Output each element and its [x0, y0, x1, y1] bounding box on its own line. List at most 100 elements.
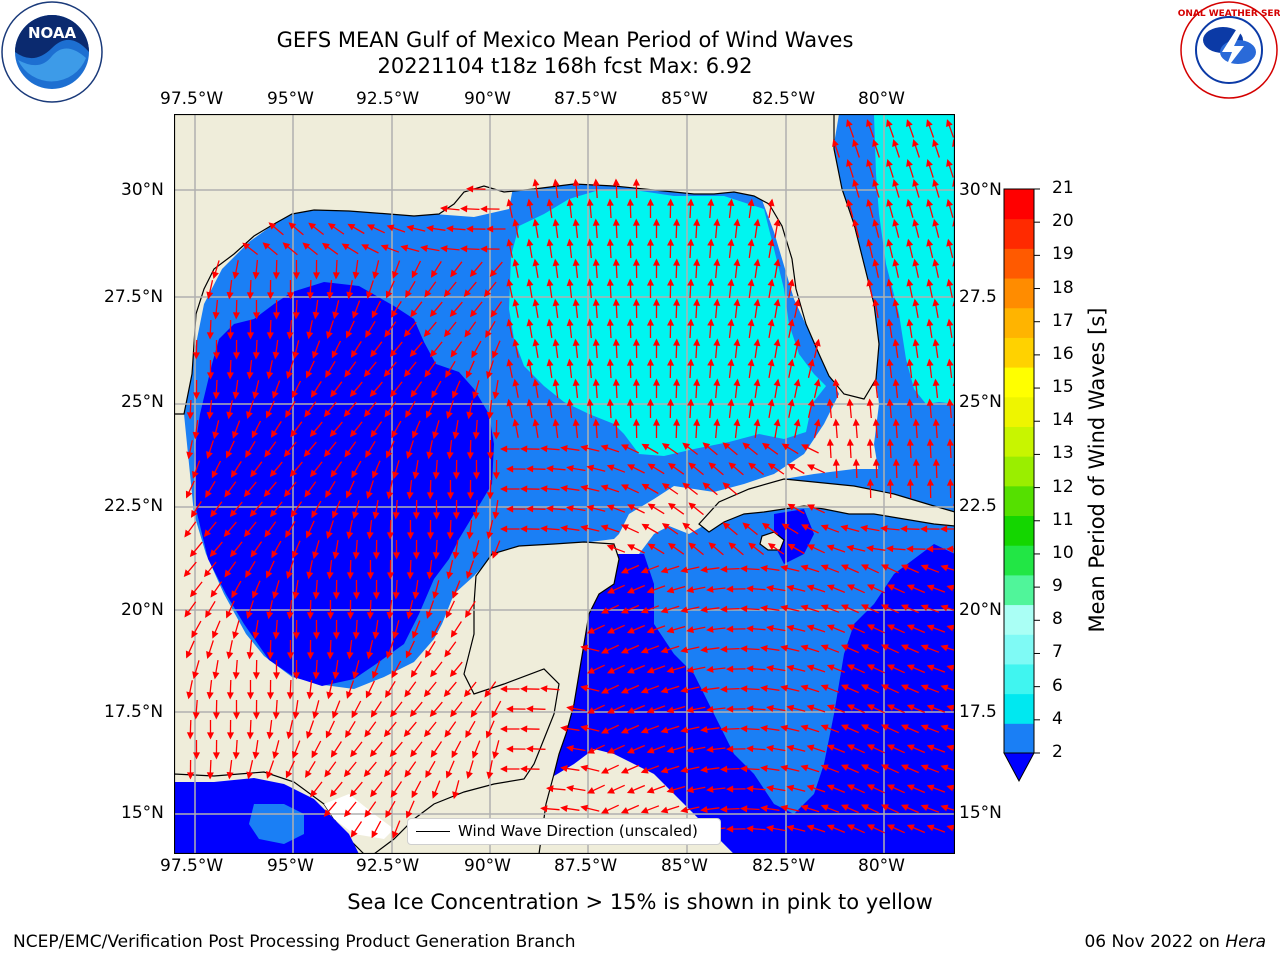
wind-wave-arrowhead	[546, 238, 554, 247]
wind-wave-arrowhead	[452, 551, 460, 560]
wind-wave-arrowhead	[586, 787, 595, 794]
wind-wave-arrowhead	[780, 644, 789, 652]
lat-tick-right: 17.5	[959, 702, 997, 722]
wind-wave-arrowhead	[846, 584, 855, 591]
wind-wave-arrowhead	[520, 725, 528, 733]
wind-wave-arrowhead	[900, 525, 908, 533]
wind-wave-arrowhead	[446, 411, 453, 419]
wind-wave-arrowhead	[310, 389, 318, 398]
wind-wave-arrowhead	[866, 784, 875, 791]
wind-wave-arrowhead	[826, 584, 835, 592]
wind-wave-arrowhead	[753, 418, 761, 427]
wind-wave-arrowhead	[733, 298, 741, 307]
wind-wave-arrowhead	[345, 490, 353, 499]
colorbar-swatch	[1004, 574, 1034, 606]
wind-wave-arrowhead	[230, 469, 238, 478]
wind-wave-arrowhead	[512, 218, 520, 227]
wind-wave-arrowhead	[312, 551, 319, 560]
wind-wave-arrowhead	[866, 478, 874, 486]
wind-wave-arrowhead	[212, 752, 220, 760]
wind-wave-arrowhead	[606, 544, 615, 552]
wind-wave-arrowhead	[411, 270, 419, 279]
wind-wave-arrowhead	[332, 632, 340, 640]
wind-wave-arrowhead	[647, 543, 656, 551]
wind-wave-arrowhead	[626, 586, 635, 594]
wind-wave-arrowhead	[746, 625, 754, 633]
wind-wave-arrowhead	[946, 398, 954, 406]
wind-wave-arrowhead	[652, 298, 661, 306]
wind-wave-arrowhead	[800, 644, 809, 652]
wind-wave-arrowhead	[246, 332, 255, 340]
wind-wave-arrowhead	[813, 378, 821, 387]
wind-wave-arrowhead	[211, 470, 219, 479]
wind-wave-arrowhead	[626, 318, 634, 326]
colorbar-title: Mean Period of Wind Waves [s]	[1085, 307, 1109, 633]
wind-wave-arrowhead	[520, 765, 528, 773]
wind-wave-arrowhead	[946, 478, 954, 486]
wind-wave-arrowhead	[312, 350, 319, 359]
wind-wave-arrowhead	[592, 258, 600, 266]
wind-wave-arrowhead	[552, 418, 560, 427]
wind-wave-arrowhead	[786, 824, 795, 832]
wind-wave-arrowhead	[292, 591, 300, 600]
wind-wave-arrowhead	[760, 724, 768, 733]
wind-wave-arrowhead	[192, 712, 200, 720]
wind-wave-arrowhead	[720, 805, 728, 813]
wind-wave-arrowhead	[192, 671, 199, 680]
wind-wave-arrowhead	[786, 704, 795, 712]
wind-wave-arrowhead	[932, 139, 939, 147]
wind-wave-arrowhead	[444, 729, 452, 738]
wind-wave-arrowhead	[226, 332, 235, 340]
wind-wave-arrowhead	[872, 258, 880, 267]
wind-wave-arrowhead	[906, 704, 915, 711]
wind-wave-arrowhead	[946, 119, 953, 127]
wind-wave-arrowhead	[620, 524, 629, 531]
colorbar-tick-label: 2	[1052, 742, 1063, 762]
wind-wave-arrowhead	[206, 691, 214, 700]
wind-wave-arrowhead	[292, 272, 301, 280]
wind-wave-arrowhead	[846, 664, 855, 671]
wind-wave-arrowhead	[753, 378, 761, 387]
wind-wave-arrowhead	[366, 612, 374, 620]
wind-wave-arrowhead	[426, 571, 434, 580]
wind-wave-arrowhead	[932, 179, 939, 187]
wind-wave-arrowhead	[652, 258, 661, 266]
wind-wave-arrowhead	[472, 432, 480, 440]
wind-wave-arrowhead	[727, 318, 735, 327]
wind-wave-arrowhead	[312, 632, 321, 640]
wind-wave-arrowhead	[840, 764, 849, 771]
wind-wave-arrowhead	[444, 329, 452, 338]
wind-wave-arrowhead	[620, 647, 629, 654]
wind-wave-arrowhead	[322, 242, 330, 250]
wind-wave-arrowhead	[410, 669, 418, 678]
wind-wave-arrowhead	[600, 687, 609, 694]
wind-wave-arrowhead	[186, 451, 194, 460]
wind-wave-arrowhead	[586, 358, 594, 366]
wind-wave-arrowhead	[560, 444, 568, 453]
wind-wave-arrowhead	[232, 312, 240, 320]
wind-wave-arrowhead	[707, 198, 715, 206]
wind-wave-arrowhead	[212, 671, 220, 680]
wind-wave-arrowhead	[305, 530, 313, 539]
wind-wave-arrowhead	[660, 726, 669, 734]
wind-wave-arrowhead	[801, 444, 810, 451]
wind-wave-arrowhead	[826, 624, 835, 632]
wind-wave-arrowhead	[846, 119, 853, 127]
wind-wave-arrowhead	[880, 804, 889, 811]
wind-wave-arrowhead	[484, 689, 492, 698]
wind-wave-arrowhead	[372, 511, 380, 520]
wind-wave-arrowhead	[323, 409, 332, 418]
wind-wave-arrowhead	[472, 551, 480, 560]
wind-wave-arrowhead	[713, 418, 721, 426]
wind-wave-arrowhead	[560, 524, 568, 533]
colorbar-tick-label: 4	[1052, 708, 1063, 729]
wind-wave-arrowhead	[727, 278, 735, 287]
florida-land	[174, 114, 880, 415]
wind-wave-arrowhead	[232, 391, 240, 400]
wind-wave-arrowhead	[286, 692, 294, 700]
lat-tick-left: 25°N	[121, 392, 164, 412]
lat-tick-left: 15°N	[121, 803, 164, 823]
wind-wave-arrowhead	[766, 704, 774, 712]
wind-wave-arrowhead	[450, 349, 458, 358]
atlantic-light-water	[874, 114, 955, 404]
